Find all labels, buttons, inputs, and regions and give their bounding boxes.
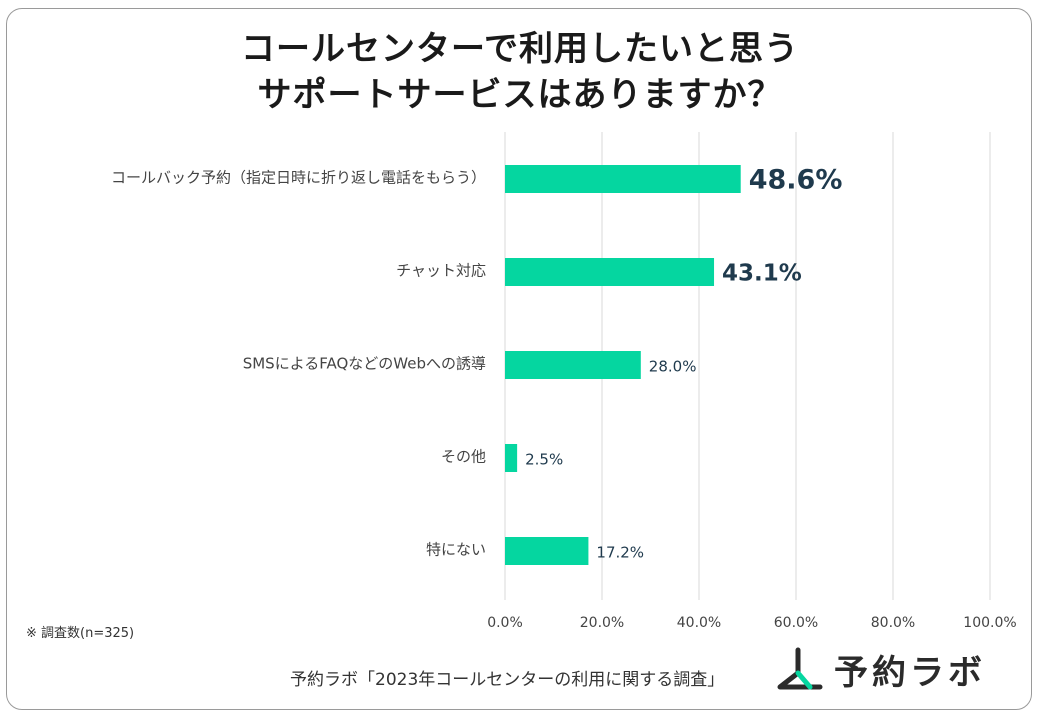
bar xyxy=(505,537,589,565)
x-tick-label: 0.0% xyxy=(487,615,523,631)
category-label: SMSによるFAQなどのWebへの誘導 xyxy=(243,355,486,373)
category-label: コールバック予約（指定日時に折り返し電話をもらう） xyxy=(111,169,486,187)
x-tick-label: 100.0% xyxy=(963,615,1016,631)
x-tick-labels: 0.0% 20.0% 40.0% 60.0% 80.0% 100.0% xyxy=(487,615,1016,631)
category-label: チャット対応 xyxy=(396,262,486,280)
x-tick-label: 40.0% xyxy=(677,615,721,631)
logo-text: 予約ラボ xyxy=(834,652,986,693)
x-tick-label: 20.0% xyxy=(580,615,624,631)
chart-title-line2: サポートサービスはありますか？ xyxy=(257,75,783,115)
x-tick-label: 60.0% xyxy=(774,615,818,631)
value-labels: 48.6% 43.1% 28.0% 2.5% 17.2% xyxy=(525,165,842,562)
bar xyxy=(505,258,715,286)
chart-title: コールセンターで利用したいと思う サポートサービスはありますか？ xyxy=(0,26,1040,118)
bars xyxy=(505,165,741,565)
bar xyxy=(505,444,518,472)
sample-size-note: ※ 調査数(n=325) xyxy=(26,626,135,641)
category-label: 特にない xyxy=(426,541,486,559)
bar xyxy=(505,165,741,193)
value-label: 17.2% xyxy=(596,544,644,562)
value-label: 28.0% xyxy=(649,358,697,376)
yoyaku-lab-logo-icon xyxy=(777,647,823,690)
category-label: その他 xyxy=(441,448,486,466)
value-label: 2.5% xyxy=(525,451,563,469)
brand-logo: 予約ラボ xyxy=(776,645,986,693)
x-tick-label: 80.0% xyxy=(871,615,915,631)
source-caption: 予約ラボ「2023年コールセンターの利用に関する調査」 xyxy=(290,670,725,690)
bar xyxy=(505,351,641,379)
value-label: 48.6% xyxy=(749,165,843,196)
value-label: 43.1% xyxy=(722,261,802,287)
category-labels: コールバック予約（指定日時に折り返し電話をもらう） チャット対応 SMSによるFAQ… xyxy=(111,169,486,559)
chart-title-line1: コールセンターで利用したいと思う xyxy=(241,29,799,69)
chart-frame xyxy=(6,8,1032,710)
